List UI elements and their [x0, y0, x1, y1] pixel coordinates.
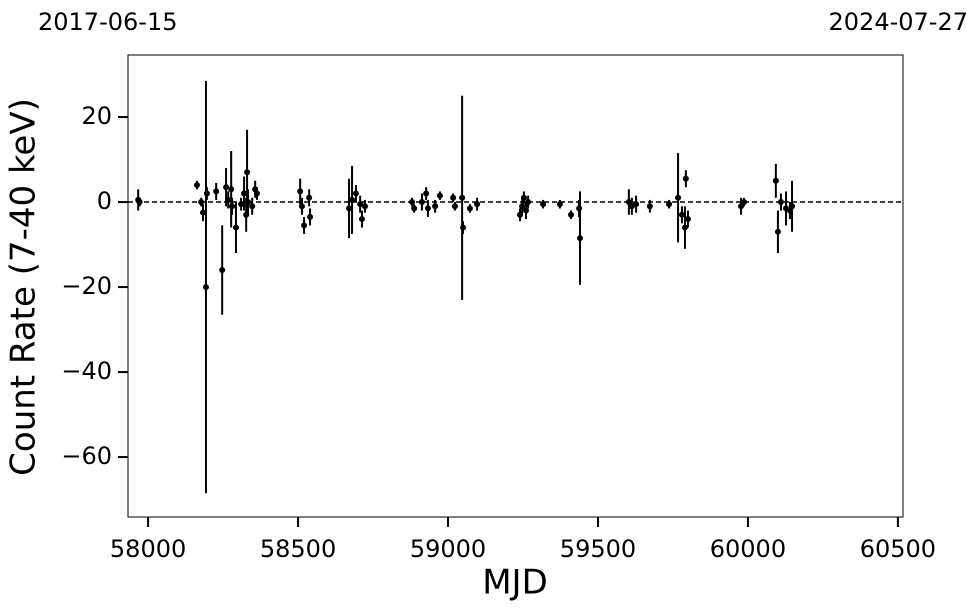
plot-frame: [127, 54, 904, 518]
data-point: [136, 199, 143, 206]
x-tick-label: 58000: [110, 535, 186, 563]
data-point: [540, 201, 547, 208]
data-point: [301, 222, 308, 229]
y-tick-label: 20: [81, 102, 112, 130]
y-tick-label: −40: [61, 357, 112, 385]
data-point: [774, 228, 781, 235]
end-date: 2024-07-27: [829, 8, 968, 36]
data-point: [678, 211, 685, 218]
data-point: [297, 188, 304, 195]
data-point: [436, 192, 443, 199]
data-point: [466, 205, 473, 212]
data-point: [232, 224, 239, 231]
data-point: [418, 199, 425, 206]
data-point: [474, 201, 481, 208]
data-point: [460, 224, 467, 231]
data-point: [229, 203, 236, 210]
data-point: [193, 182, 200, 189]
y-tick-label: −60: [61, 442, 112, 470]
data-point: [225, 196, 232, 203]
data-point: [357, 201, 364, 208]
data-point: [625, 199, 632, 206]
start-date: 2017-06-15: [38, 8, 177, 36]
data-point: [219, 267, 226, 274]
data-point: [202, 284, 209, 291]
x-tick-label: 59500: [560, 535, 636, 563]
data-point: [349, 196, 356, 203]
data-point: [450, 194, 457, 201]
data-point: [198, 199, 205, 206]
data-point: [681, 224, 688, 231]
data-point: [409, 199, 416, 206]
data-point: [241, 190, 248, 197]
data-point: [361, 203, 368, 210]
x-tick-label: 58500: [260, 535, 336, 563]
data-point: [203, 190, 210, 197]
data-point: [346, 205, 353, 212]
x-axis-label: MJD: [482, 563, 548, 603]
data-point: [306, 194, 313, 201]
y-tick-label: −20: [61, 272, 112, 300]
data-point: [424, 205, 431, 212]
data-point: [684, 216, 691, 223]
data-point: [633, 201, 640, 208]
data-point: [777, 199, 784, 206]
data-point: [556, 201, 563, 208]
data-point: [525, 199, 532, 206]
data-point: [244, 169, 251, 176]
y-tick-label: 0: [97, 187, 112, 215]
data-point: [213, 188, 220, 195]
data-point: [244, 199, 251, 206]
data-point: [238, 201, 245, 208]
data-point: [666, 201, 673, 208]
data-point: [451, 203, 458, 210]
data-point: [249, 203, 256, 210]
data-point: [199, 209, 206, 216]
data-point: [223, 184, 230, 191]
data-point: [298, 203, 305, 210]
data-point: [519, 203, 526, 210]
y-axis-label: Count Rate (7-40 keV): [4, 98, 44, 476]
data-point: [253, 190, 260, 197]
data-point: [352, 190, 359, 197]
data-point: [576, 235, 583, 242]
data-point: [228, 186, 235, 193]
data-point: [789, 203, 796, 210]
x-tick-label: 60500: [860, 535, 936, 563]
data-point: [307, 213, 314, 220]
data-point: [520, 194, 527, 201]
data-point: [738, 203, 745, 210]
data-point: [567, 211, 574, 218]
data-point: [675, 194, 682, 201]
data-point: [682, 175, 689, 182]
data-point: [459, 194, 466, 201]
data-point: [772, 177, 779, 184]
data-point: [646, 203, 653, 210]
data-point: [358, 216, 365, 223]
x-tick-label: 60000: [710, 535, 786, 563]
data-point: [522, 207, 529, 214]
data-point: [741, 199, 748, 206]
x-tick-label: 59000: [410, 535, 486, 563]
data-point: [411, 205, 418, 212]
data-point: [423, 190, 430, 197]
data-point: [432, 203, 439, 210]
